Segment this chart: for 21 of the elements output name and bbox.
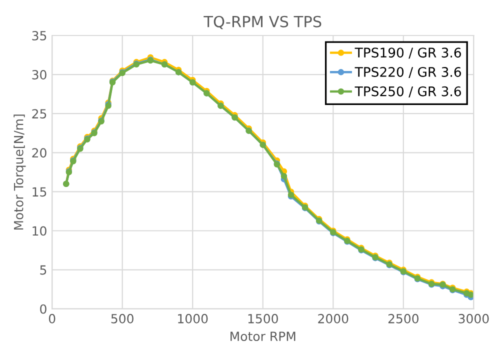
x-tick-label: 2000 xyxy=(318,314,348,324)
legend-label: TPS190 / GR 3.6 xyxy=(354,48,461,59)
y-tick-label: 5 xyxy=(40,265,46,275)
y-tick-label: 15 xyxy=(32,187,46,197)
y-tick-label: 20 xyxy=(32,148,46,158)
x-tick-label: 500 xyxy=(111,314,134,324)
y-tick-label: 10 xyxy=(32,226,46,236)
x-axis-title: Motor RPM xyxy=(230,332,296,342)
x-tick-label: 1000 xyxy=(178,314,208,324)
x-tick-label: 0 xyxy=(48,314,56,324)
legend-label: TPS220 / GR 3.6 xyxy=(354,66,461,78)
chart-title: TQ-RPM VS TPS xyxy=(204,16,322,30)
x-tick-label: 3000 xyxy=(458,314,489,324)
x-tick-label: 2500 xyxy=(388,314,418,324)
x-tick-label: 1500 xyxy=(248,314,278,324)
y-tick-label: 25 xyxy=(32,109,46,119)
y-tick-label: 30 xyxy=(32,70,46,80)
y-tick-label: 0 xyxy=(40,304,46,314)
y-tick-label: 35 xyxy=(32,30,46,40)
y-axis-title: Motor Torque[N/m] xyxy=(14,114,26,230)
legend-label: TPS250 / GR 3.6 xyxy=(354,86,461,98)
